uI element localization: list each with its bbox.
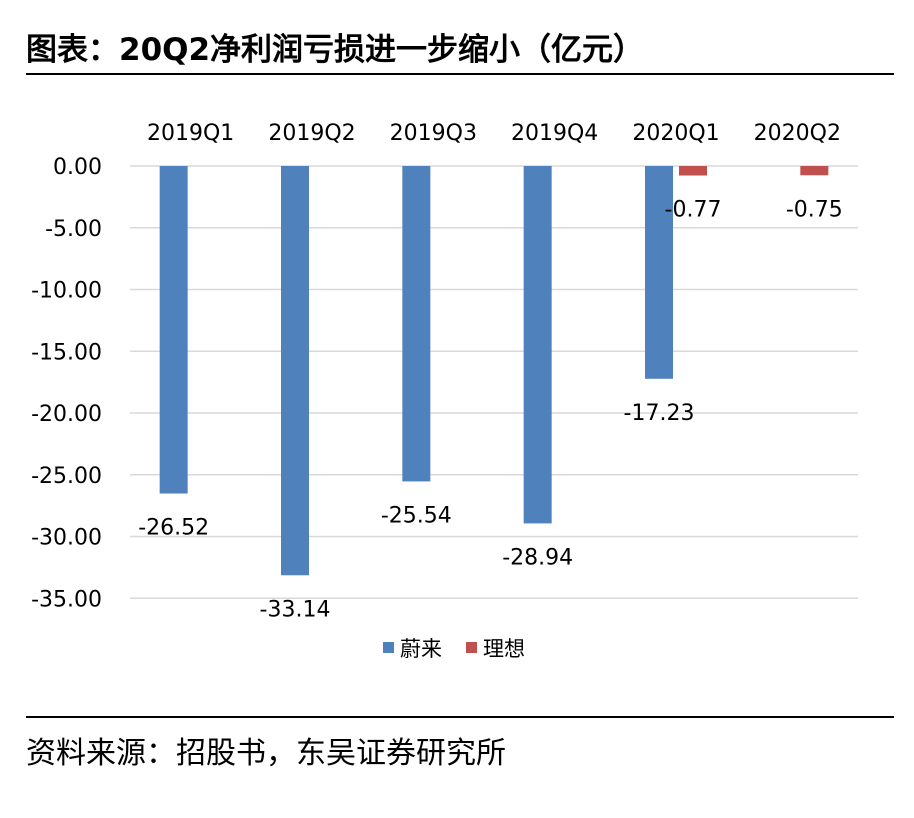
legend-swatch bbox=[383, 642, 394, 653]
legend-label: 蔚来 bbox=[400, 637, 442, 661]
x-tick-label: 2020Q1 bbox=[632, 121, 719, 146]
chart-title: 图表：20Q2净利润亏损进一步缩小（亿元） bbox=[26, 32, 645, 68]
bar-nio bbox=[159, 166, 188, 494]
legend-label: 理想 bbox=[483, 637, 525, 661]
data-label: -17.23 bbox=[624, 401, 695, 426]
bar-nio bbox=[281, 166, 309, 576]
y-tick-label: -30.00 bbox=[31, 526, 102, 551]
y-tick-label: -10.00 bbox=[31, 279, 102, 304]
data-label: -26.52 bbox=[138, 516, 209, 541]
x-tick-label: 2020Q2 bbox=[754, 121, 841, 146]
source-note: 资料来源：招股书，东吴证券研究所 bbox=[26, 736, 506, 771]
x-tick-label: 2019Q4 bbox=[511, 121, 598, 146]
bar-chart: 0.00 -5.00 -10.00 -15.00 -20.00 -25.00 -30.00 -… bbox=[31, 121, 858, 661]
legend-swatch bbox=[466, 642, 477, 653]
y-tick-label: -25.00 bbox=[31, 464, 102, 489]
bar-li bbox=[800, 166, 829, 176]
bar-nio bbox=[645, 166, 673, 379]
x-tick-label: 2019Q1 bbox=[147, 121, 234, 146]
data-label: -28.94 bbox=[502, 545, 573, 570]
y-tick-label: -5.00 bbox=[45, 217, 102, 242]
x-tick-label: 2019Q2 bbox=[268, 121, 355, 146]
source-divider bbox=[26, 716, 894, 718]
y-tick-label: -15.00 bbox=[31, 340, 102, 365]
x-tick-label: 2019Q3 bbox=[390, 121, 477, 146]
data-label: -25.54 bbox=[381, 503, 452, 528]
title-divider bbox=[26, 73, 894, 75]
data-label: -0.77 bbox=[665, 198, 722, 223]
data-label: -33.14 bbox=[260, 597, 331, 622]
bar-li bbox=[679, 166, 707, 176]
bar-nio bbox=[402, 166, 431, 482]
y-tick-label: -35.00 bbox=[31, 587, 102, 612]
y-tick-label: 0.00 bbox=[53, 155, 102, 180]
y-tick-label: -20.00 bbox=[31, 402, 102, 427]
data-label: -0.75 bbox=[786, 197, 843, 222]
bar-nio bbox=[523, 166, 552, 524]
